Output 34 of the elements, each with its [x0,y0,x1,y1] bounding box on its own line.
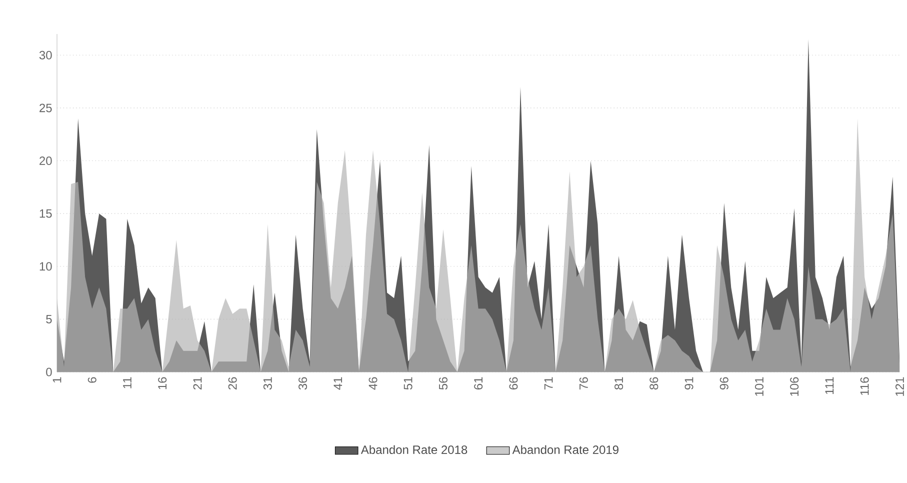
x-tick-label: 91 [684,377,694,390]
x-tick-label: 6 [88,377,96,383]
y-tick-label: 30 [39,50,52,60]
x-tick-label: 21 [193,377,202,390]
x-tick-label: 71 [544,377,553,390]
y-tick-label: 15 [40,209,52,218]
x-tick-label: 86 [650,377,658,390]
x-tick-label: 76 [579,377,588,390]
x-tick-label: 121 [895,377,904,396]
x-tick-label: 116 [860,377,869,395]
x-tick-label: 106 [790,377,799,396]
y-tick-label: 10 [40,262,52,271]
x-tick-label: 26 [228,377,237,390]
x-tick-label: 41 [334,377,342,390]
x-tick-label: 1 [52,377,62,382]
x-tick-label: 56 [438,377,448,390]
legend-label: Abandon Rate 2018 [360,445,468,454]
x-tick-label: 31 [263,377,272,390]
x-tick-label: 101 [754,377,764,396]
legend-label: Abandon Rate 2019 [512,445,618,454]
y-tick-label: 25 [40,104,52,112]
y-tick-label: 0 [46,368,52,376]
x-tick-label: 81 [614,377,624,390]
y-tick-label: 5 [46,315,52,324]
x-tick-label: 11 [123,377,132,388]
x-tick-label: 66 [509,377,518,390]
x-tick-label: 46 [368,377,378,390]
x-tick-label: 36 [298,377,308,390]
y-tick-label: 20 [40,156,52,166]
x-tick-label: 16 [158,377,167,390]
x-tick-label: 96 [720,377,728,390]
x-tick-label: 61 [474,377,483,390]
x-tick-label: 51 [404,377,412,390]
x-tick-label: 111 [825,377,834,394]
